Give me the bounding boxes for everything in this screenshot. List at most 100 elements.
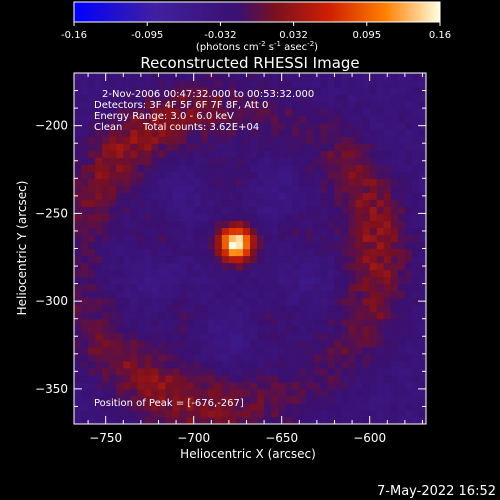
heatmap-cell: [383, 80, 392, 88]
heatmap-cell: [348, 339, 357, 348]
heatmap-cell: [193, 325, 202, 334]
heatmap-cell: [137, 129, 145, 137]
heatmap-cell: [200, 115, 209, 123]
heatmap-cell: [320, 297, 329, 306]
heatmap-cell: [271, 374, 279, 383]
heatmap-cell: [179, 402, 188, 411]
heatmap-cell: [207, 199, 216, 207]
heatmap-cell: [95, 346, 103, 355]
heatmap-cell: [369, 388, 378, 397]
heatmap-cell: [144, 80, 153, 88]
heatmap-cell: [123, 283, 131, 292]
heatmap-cell: [144, 115, 153, 123]
heatmap-cell: [278, 381, 286, 390]
heatmap-cell: [383, 227, 392, 236]
heatmap-cell: [411, 402, 420, 411]
heatmap-cell: [109, 346, 117, 355]
heatmap-cell: [137, 199, 145, 207]
heatmap-cell: [362, 255, 371, 264]
heatmap-cell: [404, 367, 413, 376]
heatmap-cell: [242, 241, 251, 250]
heatmap-cell: [306, 381, 314, 390]
heatmap-cell: [81, 227, 89, 236]
heatmap-cell: [207, 234, 216, 243]
heatmap-cell: [341, 311, 350, 320]
heatmap-cell: [158, 402, 167, 411]
heatmap-cell: [299, 332, 307, 341]
heatmap-cell: [271, 353, 279, 362]
heatmap-cell: [186, 339, 195, 348]
heatmap-cell: [186, 143, 195, 151]
heatmap-cell: [109, 150, 117, 158]
heatmap-cell: [299, 395, 307, 404]
heatmap-cell: [334, 262, 343, 271]
heatmap-cell: [88, 206, 96, 214]
heatmap-cell: [200, 360, 209, 369]
heatmap-cell: [278, 388, 286, 397]
heatmap-cell: [397, 388, 406, 397]
heatmap-cell: [109, 381, 117, 390]
heatmap-cell: [88, 360, 96, 369]
heatmap-cell: [151, 332, 160, 341]
heatmap-cell: [334, 227, 343, 236]
heatmap-cell: [221, 73, 230, 81]
heatmap-cell: [88, 115, 96, 123]
heatmap-cell: [320, 416, 329, 424]
heatmap-cell: [418, 178, 426, 186]
heatmap-cell: [193, 304, 202, 313]
heatmap-cell: [264, 248, 272, 257]
heatmap-cell: [278, 122, 286, 130]
heatmap-cell: [369, 192, 378, 200]
heatmap-cell: [306, 346, 314, 355]
heatmap-cell: [151, 290, 160, 299]
heatmap-cell: [151, 297, 160, 306]
heatmap-cell: [299, 178, 307, 186]
heatmap-cell: [186, 367, 195, 376]
heatmap-cell: [404, 262, 413, 271]
heatmap-cell: [369, 199, 378, 207]
heatmap-cell: [299, 297, 307, 306]
heatmap-cell: [151, 143, 160, 151]
heatmap-cell: [144, 255, 153, 264]
heatmap-cell: [362, 346, 371, 355]
heatmap-cell: [151, 255, 160, 264]
heatmap-cell: [158, 255, 167, 264]
heatmap-cell: [102, 388, 110, 397]
heatmap-cell: [221, 297, 230, 306]
heatmap-cell: [397, 290, 406, 299]
heatmap-cell: [228, 381, 237, 390]
heatmap-cell: [264, 297, 272, 306]
heatmap-cell: [313, 388, 321, 397]
heatmap-cell: [320, 122, 329, 130]
heatmap-cell: [123, 87, 131, 95]
heatmap-cell: [207, 164, 216, 172]
heatmap-cell: [411, 374, 420, 383]
heatmap-cell: [123, 101, 131, 109]
heatmap-cell: [123, 241, 131, 250]
heatmap-cell: [158, 129, 167, 137]
heatmap-cell: [207, 283, 216, 292]
heatmap-cell: [242, 178, 251, 186]
heatmap-cell: [306, 213, 314, 222]
heatmap-cell: [109, 192, 117, 200]
heatmap-cell: [411, 304, 420, 313]
heatmap-cell: [200, 234, 209, 243]
heatmap-cell: [397, 80, 406, 88]
heatmap-cell: [411, 255, 420, 264]
heatmap-cell: [264, 283, 272, 292]
y-tick-label: −300: [35, 294, 68, 308]
heatmap-cell: [172, 255, 181, 264]
heatmap-cell: [186, 388, 195, 397]
heatmap-cell: [397, 297, 406, 306]
heatmap-cell: [88, 290, 96, 299]
heatmap-cell: [116, 353, 124, 362]
heatmap-cell: [250, 192, 258, 200]
heatmap-cell: [320, 185, 329, 193]
heatmap-cell: [299, 381, 307, 390]
heatmap-cell: [383, 108, 392, 116]
heatmap-cell: [362, 325, 371, 334]
heatmap-cell: [179, 80, 188, 88]
heatmap-cell: [271, 255, 279, 264]
heatmap-cell: [207, 80, 216, 88]
heatmap-cell: [144, 367, 153, 376]
